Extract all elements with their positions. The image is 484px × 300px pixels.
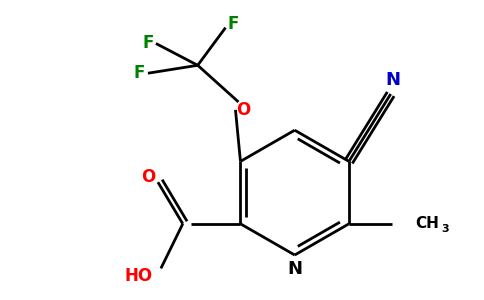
Text: N: N (287, 260, 302, 278)
Text: CH: CH (416, 216, 439, 231)
Text: F: F (142, 34, 154, 52)
Text: 3: 3 (441, 224, 449, 234)
Text: O: O (141, 168, 155, 186)
Text: F: F (134, 64, 145, 82)
Text: N: N (385, 71, 400, 89)
Text: HO: HO (125, 267, 153, 285)
Text: O: O (236, 101, 251, 119)
Text: F: F (228, 15, 239, 33)
